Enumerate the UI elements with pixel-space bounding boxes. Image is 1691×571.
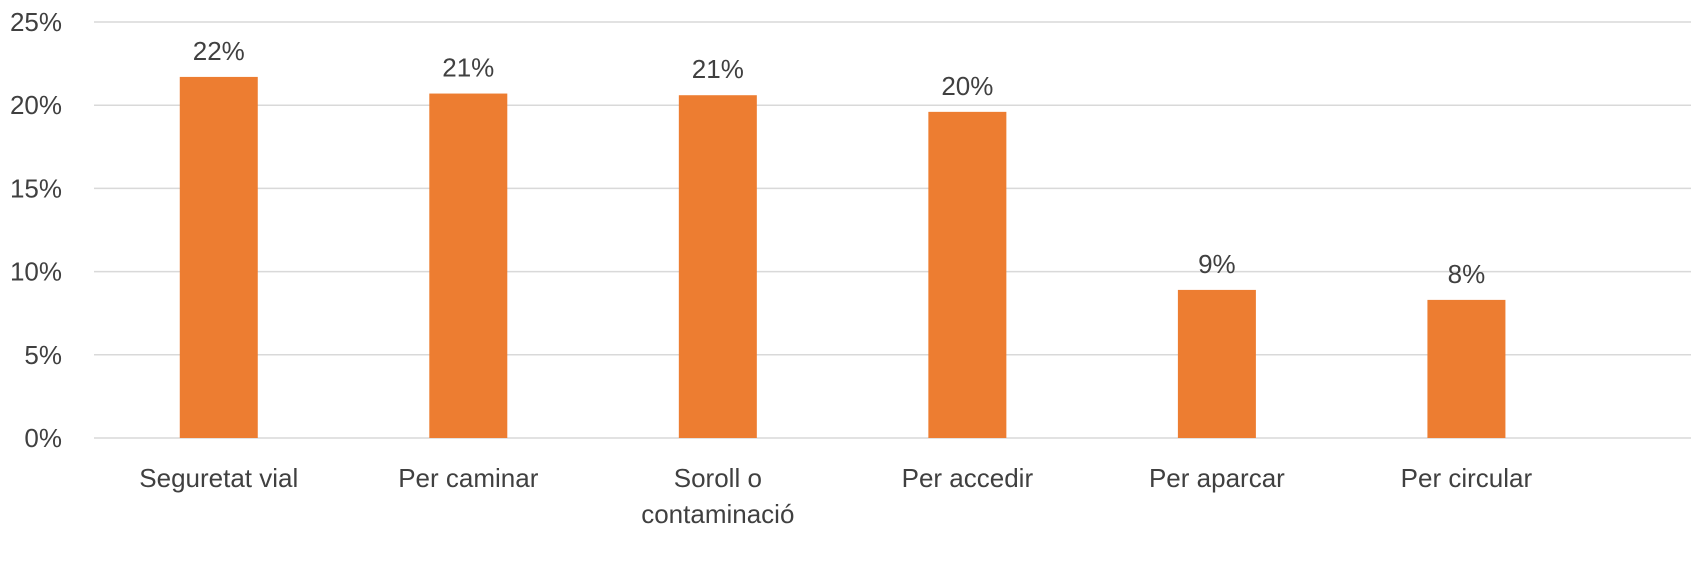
gridlines <box>94 21 1691 439</box>
data-labels: 22% 21% 21% 20% 9% 8% <box>193 36 1485 289</box>
y-tick-label: 0% <box>24 423 62 453</box>
x-category-label: Per circular <box>1401 463 1533 493</box>
bar <box>928 111 1007 438</box>
x-axis: Seguretat vial Per caminar Soroll o contami… <box>139 463 1532 529</box>
x-category-label: Seguretat vial <box>139 463 298 493</box>
bar <box>1177 289 1256 438</box>
bar <box>1427 299 1506 438</box>
y-tick-label: 10% <box>10 257 62 287</box>
y-tick-label: 15% <box>10 173 62 203</box>
y-tick-label: 20% <box>10 90 62 120</box>
y-tick-label: 5% <box>24 340 62 370</box>
data-label: 20% <box>941 71 993 101</box>
data-label: 8% <box>1448 259 1486 289</box>
y-tick-label: 25% <box>10 7 62 37</box>
data-label: 21% <box>692 54 744 84</box>
data-label: 9% <box>1198 249 1236 279</box>
data-label: 22% <box>193 36 245 66</box>
bars <box>179 76 1506 439</box>
x-category-label: Soroll o <box>674 463 762 493</box>
y-axis: 0% 5% 10% 15% 20% 25% <box>10 7 62 453</box>
x-category-label: Per aparcar <box>1149 463 1285 493</box>
x-category-label: contaminació <box>641 499 794 529</box>
x-category-label: Per accedir <box>902 463 1034 493</box>
bar <box>678 95 757 438</box>
x-category-label: Per caminar <box>398 463 538 493</box>
data-label: 21% <box>442 53 494 83</box>
bar <box>429 93 508 438</box>
bar <box>179 76 258 439</box>
